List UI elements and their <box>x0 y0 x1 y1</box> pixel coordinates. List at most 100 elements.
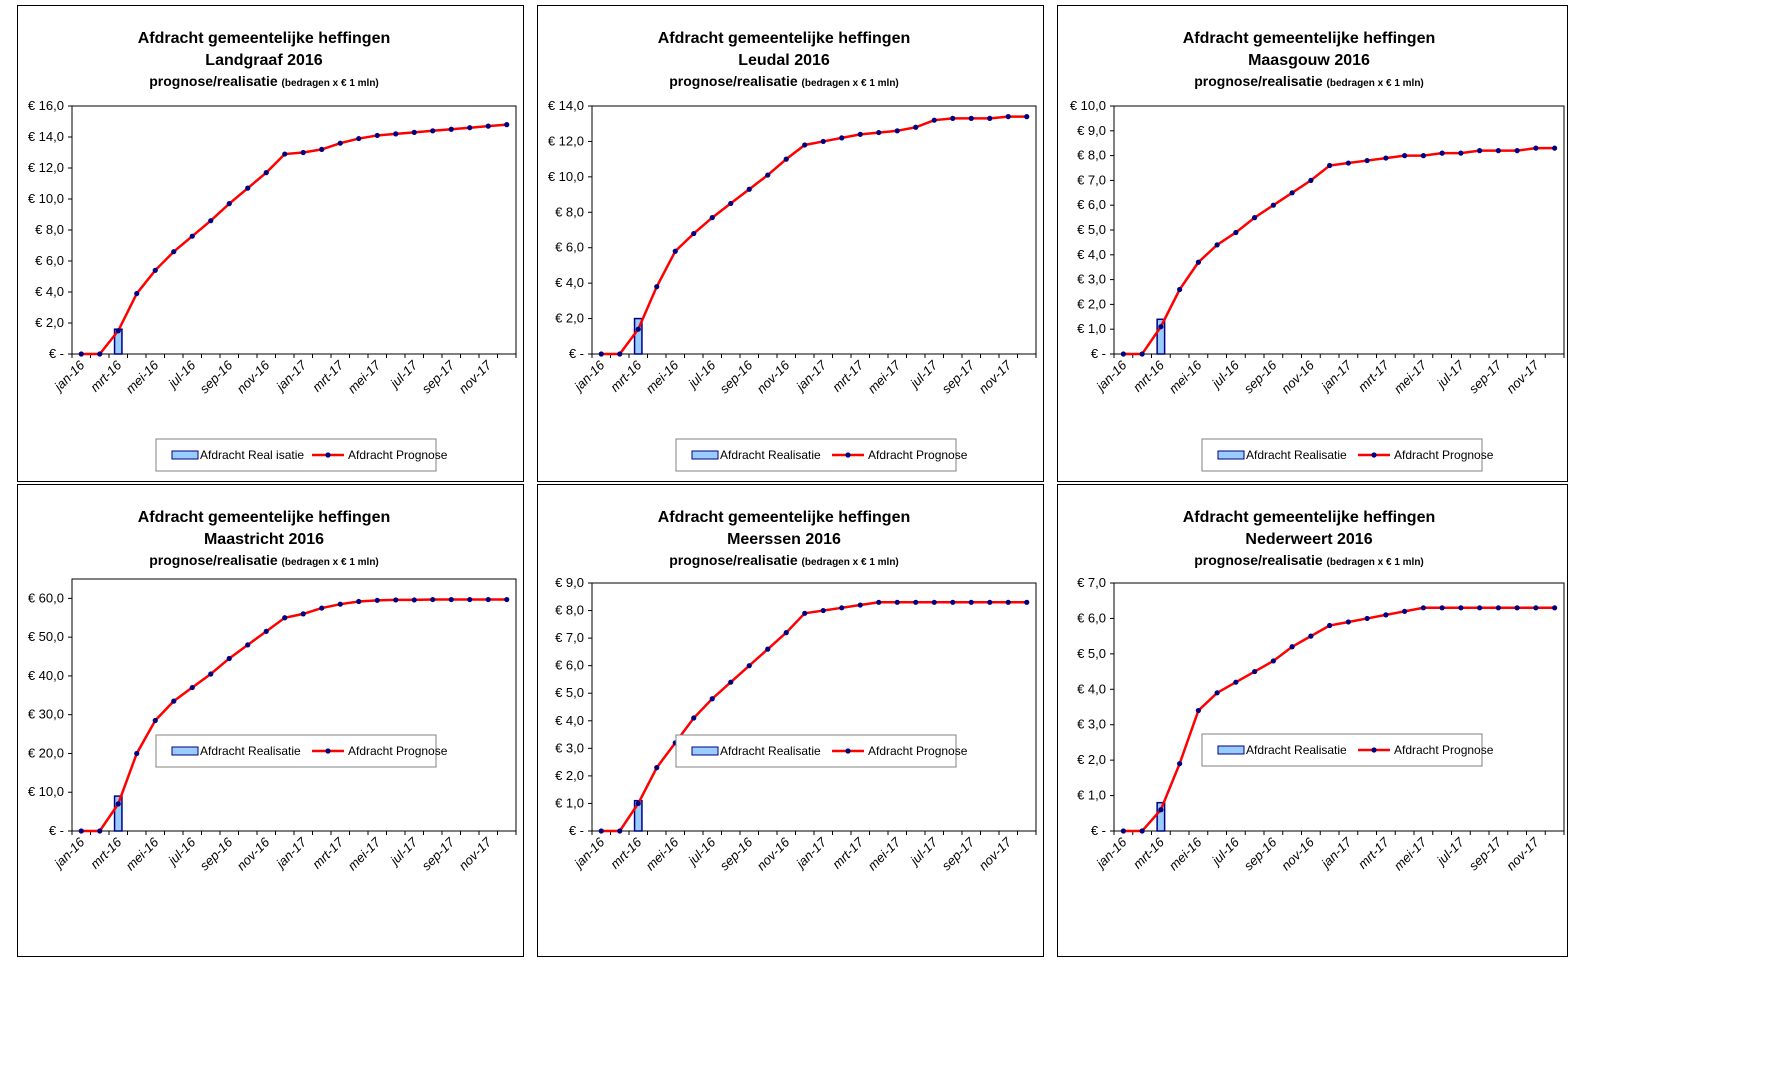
chart-title-line1: Afdracht gemeentelijke heffingen <box>1183 509 1436 526</box>
y-tick-label: € 10,0 <box>28 784 64 799</box>
prognose-point <box>97 828 103 834</box>
prognose-point <box>950 115 956 121</box>
prognose-point <box>1158 807 1164 813</box>
chart-title-unit: (bedragen x € 1 mln) <box>1327 78 1424 89</box>
x-tick-label: nov-17 <box>976 834 1015 873</box>
x-tick-label: jul-17 <box>1432 357 1467 392</box>
x-tick-label: mei-17 <box>345 357 384 396</box>
x-tick-label: jul-16 <box>164 357 199 392</box>
chart-title-line2: Nederweert 2016 <box>1245 531 1372 548</box>
prognose-point <box>1233 679 1239 685</box>
chart-title-line3: prognose/realisatie (bedragen x € 1 mln) <box>1194 73 1424 89</box>
y-tick-label: € 4,0 <box>35 284 64 299</box>
prognose-point <box>857 602 863 608</box>
y-tick-label: € 1,0 <box>555 795 584 810</box>
chart-title-main: prognose/realisatie <box>149 552 281 568</box>
y-tick-label: € 6,0 <box>555 240 584 255</box>
prognose-point <box>1214 242 1220 248</box>
prognose-point <box>1420 605 1426 611</box>
prognose-point <box>746 663 752 669</box>
legend-realisatie-swatch <box>171 746 199 756</box>
legend-prognose-label: Afdracht Prognose <box>348 448 448 462</box>
prognose-point <box>1252 668 1258 675</box>
prognose-point <box>208 671 214 677</box>
chart-title-line1: Afdracht gemeentelijke heffingen <box>1183 30 1436 47</box>
y-tick-label: € 30,0 <box>28 707 64 722</box>
prognose-point <box>1477 148 1483 154</box>
x-tick-label: jan-17 <box>272 834 310 872</box>
y-tick-label: € 3,0 <box>1077 272 1106 287</box>
x-tick-label: jan-17 <box>1317 357 1355 395</box>
chart-title-unit: (bedragen x € 1 mln) <box>1327 557 1424 568</box>
prognose-point <box>448 126 454 132</box>
prognose-point <box>968 599 974 605</box>
chart-title-line3: prognose/realisatie (bedragen x € 1 mln) <box>669 552 899 568</box>
prognose-point <box>709 696 715 702</box>
prognose-point <box>337 601 343 607</box>
prognose-point <box>691 715 697 721</box>
prognose-line <box>1123 606 1555 833</box>
realisatie-bar <box>1156 318 1166 355</box>
prognose-point <box>1289 644 1295 650</box>
prognose-point <box>1514 148 1520 154</box>
y-tick-label: € - <box>1091 346 1106 361</box>
prognose-point <box>654 284 660 290</box>
prognose-point <box>820 607 826 614</box>
prognose-point <box>152 267 158 273</box>
prognose-point <box>1495 605 1501 611</box>
x-tick-label: jul-17 <box>386 357 421 392</box>
y-tick-label: € 7,0 <box>555 630 584 645</box>
legend-prognose-label: Afdracht Prognose <box>348 744 448 758</box>
prognose-point <box>226 655 232 662</box>
prognose-point <box>1139 351 1145 357</box>
legend-realisatie-swatch <box>1217 745 1245 755</box>
chart-svg: Afdracht gemeentelijke heffingen Nederwee… <box>1077 509 1565 873</box>
chart-title-line2: Landgraaf 2016 <box>205 52 322 69</box>
y-tick-label: € 60,0 <box>28 590 64 605</box>
y-tick-label: € 8,0 <box>555 204 584 219</box>
y-tick-label: € 4,0 <box>1077 681 1106 696</box>
chart-title-unit: (bedragen x € 1 mln) <box>282 557 379 568</box>
prognose-point <box>876 129 882 136</box>
prognose-point <box>1533 145 1539 151</box>
prognose-point <box>635 326 641 332</box>
x-tick-label: sep-17 <box>1466 357 1505 396</box>
legend-prognose-marker <box>845 748 851 754</box>
prognose-point <box>1024 114 1030 120</box>
realisatie-bar <box>633 317 643 355</box>
x-tick-label: jul-16 <box>1207 357 1242 392</box>
prognose-point <box>1024 599 1030 605</box>
chart-title-main: prognose/realisatie <box>149 73 281 89</box>
prognose-point <box>968 115 974 121</box>
prognose-point <box>1195 259 1201 265</box>
y-tick-label: € 16,0 <box>28 98 64 113</box>
prognose-point <box>1252 215 1258 221</box>
chart-title-main: prognose/realisatie <box>1194 73 1326 89</box>
prognose-point <box>115 328 121 334</box>
chart-title-main: prognose/realisatie <box>1194 552 1326 568</box>
chart-svg: Afdracht gemeentelijke heffingen Meerssen… <box>555 509 1037 873</box>
legend-prognose-label: Afdracht Prognose <box>868 744 968 758</box>
y-tick-label: € 1,0 <box>1077 788 1106 803</box>
prognose-point <box>430 128 436 134</box>
prognose-point <box>115 801 121 807</box>
realisatie-bar <box>1156 801 1166 832</box>
x-tick-label: nov-16 <box>234 357 273 396</box>
prognose-point <box>876 599 882 605</box>
x-tick-label: nov-16 <box>754 357 793 396</box>
x-tick-label: mrt-16 <box>607 834 645 872</box>
prognose-point <box>1552 605 1558 611</box>
prognose-point <box>913 599 919 605</box>
chart-title-main: prognose/realisatie <box>669 73 801 89</box>
y-tick-label: € 6,0 <box>1077 610 1106 625</box>
legend-prognose-marker <box>325 748 331 754</box>
chart-panel-leudal: Afdracht gemeentelijke heffingen Leudal 2… <box>537 5 1044 482</box>
legend-prognose-label: Afdracht Prognose <box>868 448 968 462</box>
prognose-point <box>1383 155 1389 161</box>
prognose-point <box>931 117 937 123</box>
prognose-point <box>617 351 623 357</box>
y-tick-label: € 14,0 <box>548 98 584 113</box>
prognose-point <box>1439 605 1445 611</box>
prognose-point <box>189 684 195 691</box>
y-tick-label: € 3,0 <box>1077 717 1106 732</box>
